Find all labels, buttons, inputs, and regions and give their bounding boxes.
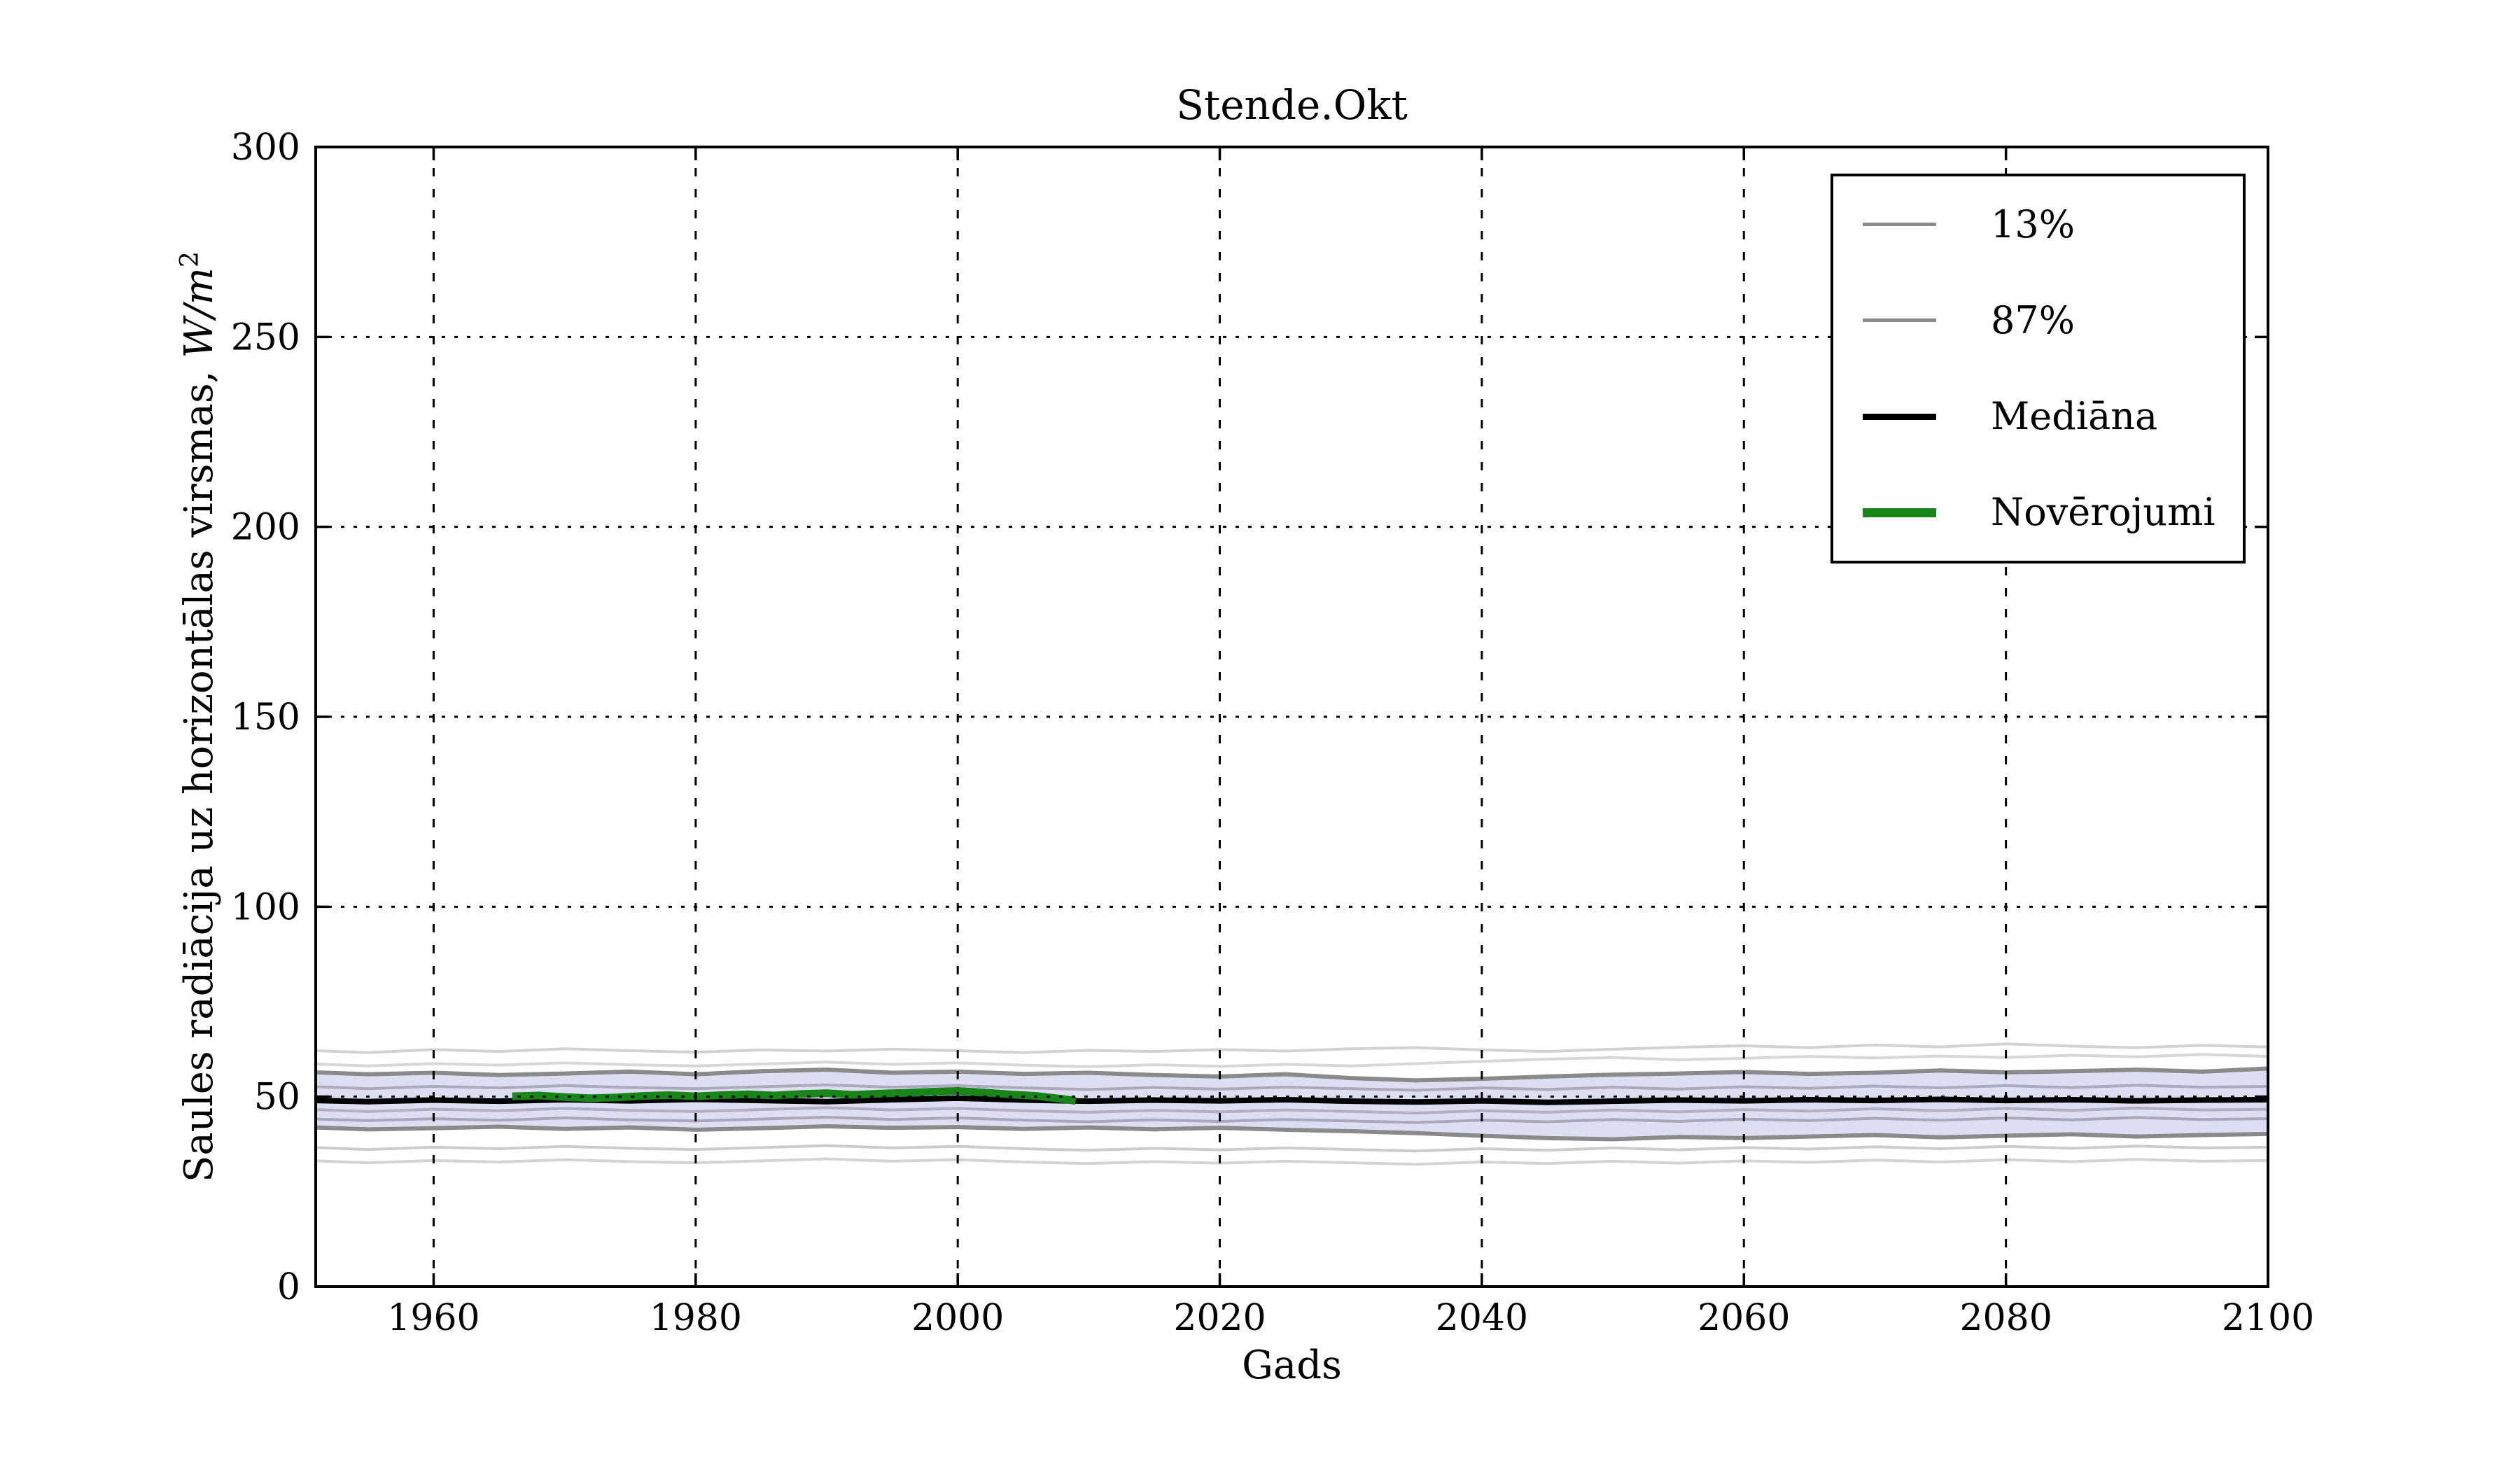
y-tick-label: 100: [231, 886, 300, 928]
x-tick-label: 1960: [387, 1297, 479, 1339]
legend-line-swatch: [1863, 413, 1936, 420]
y-tick-label: 200: [231, 507, 300, 549]
legend-line-swatch: [1863, 507, 1936, 517]
ensemble-line: [315, 1053, 2269, 1068]
chart-title: Stende.Okt: [1176, 81, 1408, 129]
y-tick-label: 150: [231, 696, 300, 738]
legend-label: 13%: [1991, 202, 2076, 246]
y-axis-label-text: Saules radiācija uz horizontālas virsmas…: [176, 358, 222, 1182]
legend-item: Novērojumi: [1833, 493, 2243, 531]
x-tick-label: 1980: [650, 1297, 742, 1339]
ensemble-line: [315, 1083, 2269, 1092]
ensemble-line: [315, 1106, 2269, 1115]
y-axis-label-units: W/m: [176, 267, 222, 358]
legend-label: Novērojumi: [1991, 490, 2216, 535]
x-axis-label: Gads: [1242, 1343, 1342, 1388]
y-tick-label: 300: [231, 127, 300, 169]
ensemble-line: [315, 1144, 2269, 1153]
percentile-line: [315, 1124, 2269, 1142]
x-tick-label: 2060: [1698, 1297, 1790, 1339]
y-axis-label-exponent: 2: [174, 251, 205, 268]
x-tick-label: 2080: [1959, 1297, 2052, 1339]
legend-item: 87%: [1833, 298, 2243, 342]
legend-line-swatch: [1863, 318, 1936, 323]
legend-label: 87%: [1991, 298, 2076, 342]
legend-line-swatch: [1863, 223, 1936, 227]
x-tick-label: 2020: [1173, 1297, 1266, 1339]
percentile-line: [315, 1066, 2269, 1083]
x-tick-label: 2000: [911, 1297, 1004, 1339]
y-tick-label: 50: [254, 1077, 300, 1119]
legend-item: Mediāna: [1833, 398, 2243, 435]
y-tick-label: 250: [231, 316, 300, 358]
ensemble-line: [315, 1042, 2269, 1054]
y-tick-label: 0: [277, 1266, 300, 1308]
x-tick-label: 2100: [2222, 1297, 2314, 1339]
ensemble-line: [315, 1157, 2269, 1166]
x-tick-label: 2040: [1436, 1297, 1528, 1339]
ensemble-line: [315, 1115, 2269, 1124]
legend: 13% 87% Mediāna Novērojumi: [1830, 174, 2246, 564]
median-line: [315, 1095, 2269, 1105]
legend-label: Mediāna: [1991, 394, 2158, 439]
legend-item: 13%: [1833, 202, 2243, 246]
y-axis-label: Saules radiācija uz horizontālas virsmas…: [174, 251, 222, 1182]
